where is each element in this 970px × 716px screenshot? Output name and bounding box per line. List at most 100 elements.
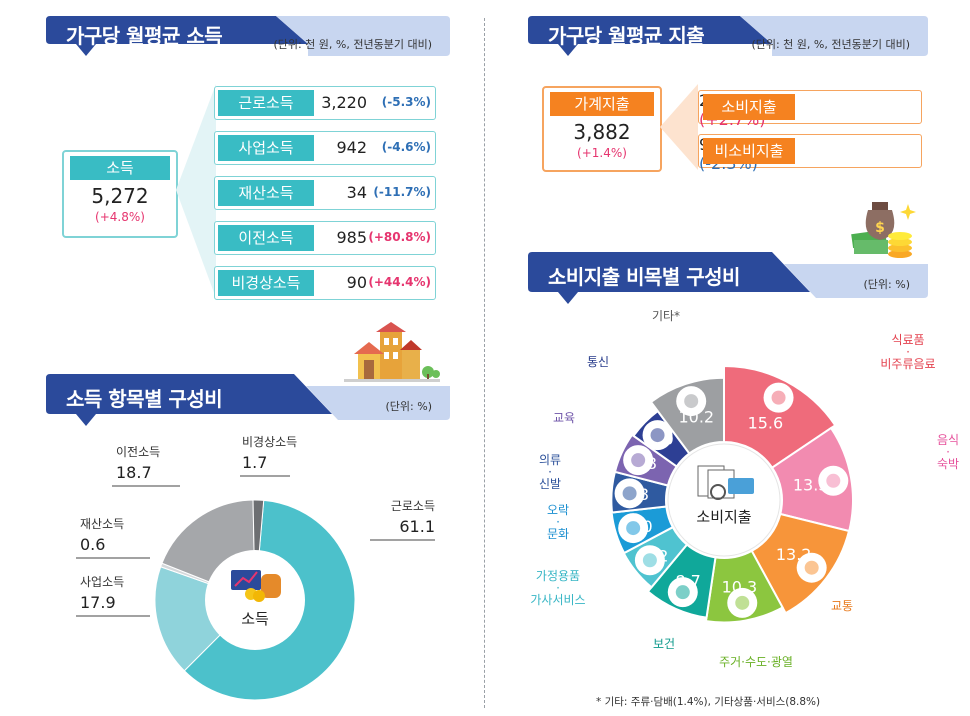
income-item: 사업소득 942 (-4.6%)	[214, 131, 436, 165]
expenditure-title: 가구당 월평균 지출	[548, 24, 705, 48]
consumption-slice-value: 15.6	[748, 413, 784, 432]
consumption-category-label: ·	[946, 445, 950, 459]
consumption-category-label: 문화	[547, 527, 569, 541]
income-item-change: (-5.3%)	[381, 95, 431, 109]
income-center-label: 소득	[241, 610, 269, 628]
income-item-label: 근로소득	[218, 90, 314, 116]
consumption-category-label: 오락	[547, 503, 569, 517]
category-icon-glyph	[622, 486, 637, 501]
income-slice-value: 61.1	[399, 517, 435, 536]
consumption-category-label: 교육	[553, 411, 575, 425]
consumption-category-label: 가사서비스	[530, 593, 585, 607]
consumption-comp-title: 소비지출 비목별 구성비	[548, 265, 740, 289]
consumption-category-label: ·	[548, 465, 552, 479]
income-total-change: (+4.8%)	[95, 210, 145, 224]
income-total-box: 소득 5,272 (+4.8%)	[62, 150, 178, 238]
consumption-category-label: 보건	[653, 637, 675, 651]
income-item-change: (-4.6%)	[381, 140, 431, 154]
consumption-category-label: 가정용품	[536, 569, 580, 583]
category-icon-glyph	[735, 595, 750, 610]
income-unit: (단위: 천 원, %, 전년동분기 대비)	[273, 38, 432, 51]
income-growth-icon	[231, 570, 281, 602]
consumption-category-label: ·	[556, 515, 560, 529]
consumption-comp-unit: (단위: %)	[863, 278, 910, 291]
income-slice-value: 17.9	[80, 593, 116, 612]
income-donut-chart: 소득 근로소득 61.1 사업소득 17.9 재산소득 0.6 이전소득 18.7 비경상소득 1.…	[76, 435, 435, 701]
category-icon-glyph	[626, 521, 641, 536]
income-total-value: 5,272	[91, 184, 149, 208]
expenditure-total-value: 3,882	[573, 120, 631, 144]
income-item-value: 3,220	[321, 93, 367, 112]
consumption-comp-header: 소비지출 비목별 구성비 (단위: %)	[528, 252, 928, 304]
income-item-change: (+44.4%)	[368, 275, 431, 289]
receipt-card-icon	[697, 465, 754, 500]
income-slice-label: 비경상소득	[242, 435, 297, 449]
income-item: 재산소득 34 (-11.7%)	[214, 176, 436, 210]
consumption-category-label: 의류	[539, 453, 561, 467]
income-header: 가구당 월평균 소득 (단위: 천 원, %, 전년동분기 대비)	[46, 16, 450, 68]
income-slice-label: 재산소득	[80, 517, 124, 531]
income-item-label: 사업소득	[218, 135, 314, 161]
consumption-category-label: 음식	[937, 433, 959, 447]
income-total-label: 소득	[70, 156, 170, 180]
consumption-category-label: 식료품	[891, 333, 924, 347]
income-item-label: 이전소득	[218, 225, 314, 251]
expenditure-total-change: (+1.4%)	[577, 146, 627, 160]
consumption-wheel-chart: 15.6식료품·비주류음료13.3음식·숙박13.2교통10.3주거·수도·광열…	[530, 310, 959, 669]
income-slice-label: 이전소득	[116, 445, 160, 459]
income-item-value: 942	[336, 138, 367, 157]
income-title: 가구당 월평균 소득	[66, 24, 223, 48]
category-icon-glyph	[631, 453, 646, 468]
income-comp-title: 소득 항목별 구성비	[66, 387, 223, 411]
category-icon-glyph	[684, 394, 699, 409]
category-icon-glyph	[675, 585, 690, 600]
category-icon-glyph	[804, 560, 819, 575]
income-item-value: 985	[336, 228, 367, 247]
consumption-category-label: ·	[906, 345, 910, 359]
expenditure-item-nonconsumption: 비소비지출 971 (-2.3%)	[698, 134, 922, 173]
consumption-category-label: ·	[556, 581, 560, 595]
expenditure-unit: (단위: 천 원, %, 전년동분기 대비)	[751, 38, 910, 51]
income-item: 비경상소득 90 (+44.4%)	[214, 266, 436, 300]
consumption-category-label: 숙박	[937, 457, 959, 471]
income-item-value: 34	[346, 183, 367, 202]
consumption-category-label: 기타*	[652, 310, 680, 323]
money-bag-icon: $	[851, 202, 916, 258]
wheel-center	[667, 443, 781, 557]
expenditure-item-label: 비소비지출	[703, 138, 795, 164]
category-icon-glyph	[642, 553, 657, 568]
income-fan	[176, 84, 216, 298]
consumption-slice	[723, 364, 837, 470]
expenditure-item-consumption: 소비지출 2,912 (+2.7%)	[698, 90, 922, 129]
svg-text:$: $	[875, 220, 885, 236]
expenditure-total-label: 가계지출	[550, 92, 654, 116]
income-item-change: (-11.7%)	[373, 185, 431, 199]
house-icon	[344, 322, 440, 382]
income-slice-value: 18.7	[116, 463, 152, 482]
income-comp-header: 소득 항목별 구성비 (단위: %)	[46, 374, 450, 426]
income-slice-label: 사업소득	[80, 575, 124, 589]
consumption-category-label: 교통	[831, 599, 853, 613]
consumption-slice	[704, 549, 784, 624]
consumption-category-label: 통신	[587, 355, 609, 369]
expenditure-header: 가구당 월평균 지출 (단위: 천 원, %, 전년동분기 대비)	[528, 16, 928, 68]
consumption-center-label: 소비지출	[696, 508, 751, 526]
income-item: 근로소득 3,220 (-5.3%)	[214, 86, 436, 120]
income-slice-value: 0.6	[80, 535, 105, 554]
expenditure-total-box: 가계지출 3,882 (+1.4%)	[542, 86, 662, 172]
income-item-value: 90	[346, 273, 367, 292]
category-icon-glyph	[650, 428, 665, 443]
consumption-category-label: 신발	[539, 477, 561, 491]
consumption-category-label: 비주류음료	[880, 357, 935, 371]
category-icon-glyph	[826, 473, 841, 488]
income-comp-unit: (단위: %)	[385, 400, 432, 413]
income-slice-value: 1.7	[242, 453, 267, 472]
category-icon-glyph	[771, 390, 786, 405]
income-item-change: (+80.8%)	[368, 230, 431, 244]
consumption-slice	[649, 376, 725, 455]
income-item-label: 재산소득	[218, 180, 314, 206]
income-slice-label: 근로소득	[391, 499, 435, 513]
expenditure-fan	[660, 84, 698, 170]
income-item: 이전소득 985 (+80.8%)	[214, 221, 436, 255]
footnote: * 기타: 주류·담배(1.4%), 기타상품·서비스(8.8%)	[596, 696, 821, 708]
